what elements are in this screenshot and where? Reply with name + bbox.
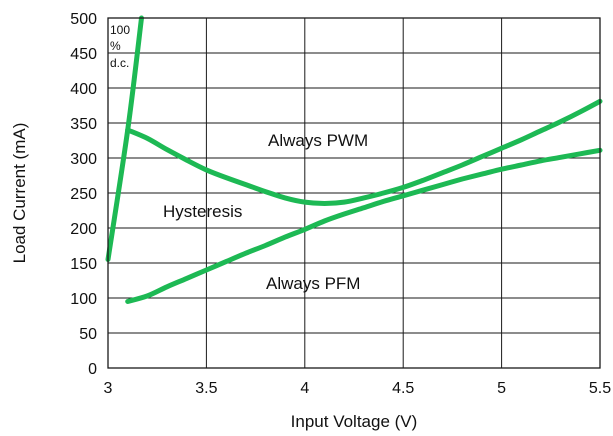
y-tick-label: 400: [70, 81, 97, 98]
y-tick-label: 200: [70, 221, 97, 238]
duty-cycle-label-percent: %: [110, 39, 121, 53]
y-axis-ticks: 0 50 100 150 200 250 300 350 400 450 500: [70, 11, 97, 378]
y-tick-label: 50: [79, 326, 97, 343]
series-line-upper-threshold: [125, 98, 603, 206]
x-axis-ticks: 3 3.5 4 4.5 5 5.5: [104, 380, 612, 397]
y-tick-label: 0: [88, 361, 97, 378]
y-tick-label: 450: [70, 46, 97, 63]
y-tick-label: 150: [70, 256, 97, 273]
x-tick-label: 4: [300, 380, 309, 397]
y-tick-label: 500: [70, 11, 97, 28]
x-axis-title: Input Voltage (V): [291, 412, 418, 431]
grid-lines: [107, 17, 601, 369]
duty-cycle-label-dc: d.c.: [110, 56, 129, 70]
always-pwm-label: Always PWM: [268, 131, 368, 150]
hysteresis-label: Hysteresis: [163, 202, 242, 221]
x-tick-label: 5.5: [589, 380, 611, 397]
series-line-duty-limit: [105, 15, 144, 262]
y-tick-label: 100: [70, 291, 97, 308]
series-line-lower-threshold: [125, 147, 603, 304]
y-tick-label: 350: [70, 116, 97, 133]
y-tick-label: 250: [70, 186, 97, 203]
plot-area: [105, 15, 603, 304]
y-tick-label: 300: [70, 151, 97, 168]
y-axis-title: Load Current (mA): [10, 123, 29, 264]
x-tick-label: 4.5: [392, 380, 414, 397]
always-pfm-label: Always PFM: [266, 274, 360, 293]
x-tick-label: 3.5: [195, 380, 217, 397]
duty-cycle-label-100: 100: [110, 23, 130, 37]
x-tick-label: 5: [497, 380, 506, 397]
plot-frame: [107, 17, 601, 369]
x-tick-label: 3: [104, 380, 113, 397]
